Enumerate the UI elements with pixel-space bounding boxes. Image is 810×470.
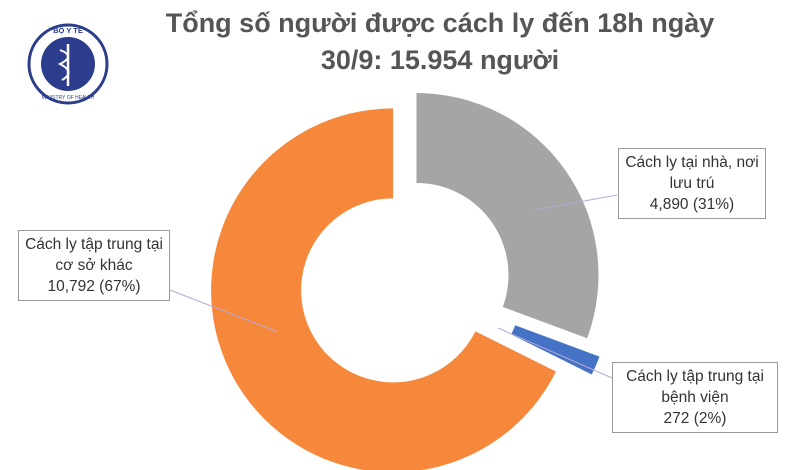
value-label: 10,792 (67%) [47, 278, 141, 295]
slice-label: Cách ly tập trung tại cơ sở khác 10,792 … [18, 230, 170, 301]
leader-line [534, 194, 618, 211]
logo-top: BỘ Y TẾ [53, 25, 83, 35]
category-label: Cách ly tập trung tại bệnh viện [626, 368, 764, 406]
logo-snake [57, 49, 70, 81]
value-label: 4,890 (31%) [649, 196, 735, 213]
value-label: 272 (2%) [663, 410, 727, 427]
leader-lines [169, 194, 618, 379]
slice-label: Cách ly tập trung tại bệnh viện 272 (2%) [612, 362, 778, 433]
logo: BỘ Y TẾ MINISTRY OF HEALTH [27, 23, 109, 105]
category-label: Cách ly tập trung tại cơ sở khác [25, 236, 163, 274]
chart-title: Tổng số người được cách ly đến 18h ngày [165, 8, 715, 38]
leader-line [169, 289, 279, 333]
donut-slice [211, 108, 557, 470]
category-label: Cách ly tại nhà, nơi lưu trú [625, 154, 759, 192]
chart-title: 30/9: 15.954 người [320, 45, 560, 75]
donut [211, 93, 600, 470]
logo-bottom: MINISTRY OF HEALTH [42, 95, 95, 101]
donut-slice [511, 325, 600, 375]
slice-label: Cách ly tại nhà, nơi lưu trú 4,890 (31%) [618, 148, 766, 219]
donut-slice [416, 93, 599, 339]
leader-line [497, 327, 613, 379]
